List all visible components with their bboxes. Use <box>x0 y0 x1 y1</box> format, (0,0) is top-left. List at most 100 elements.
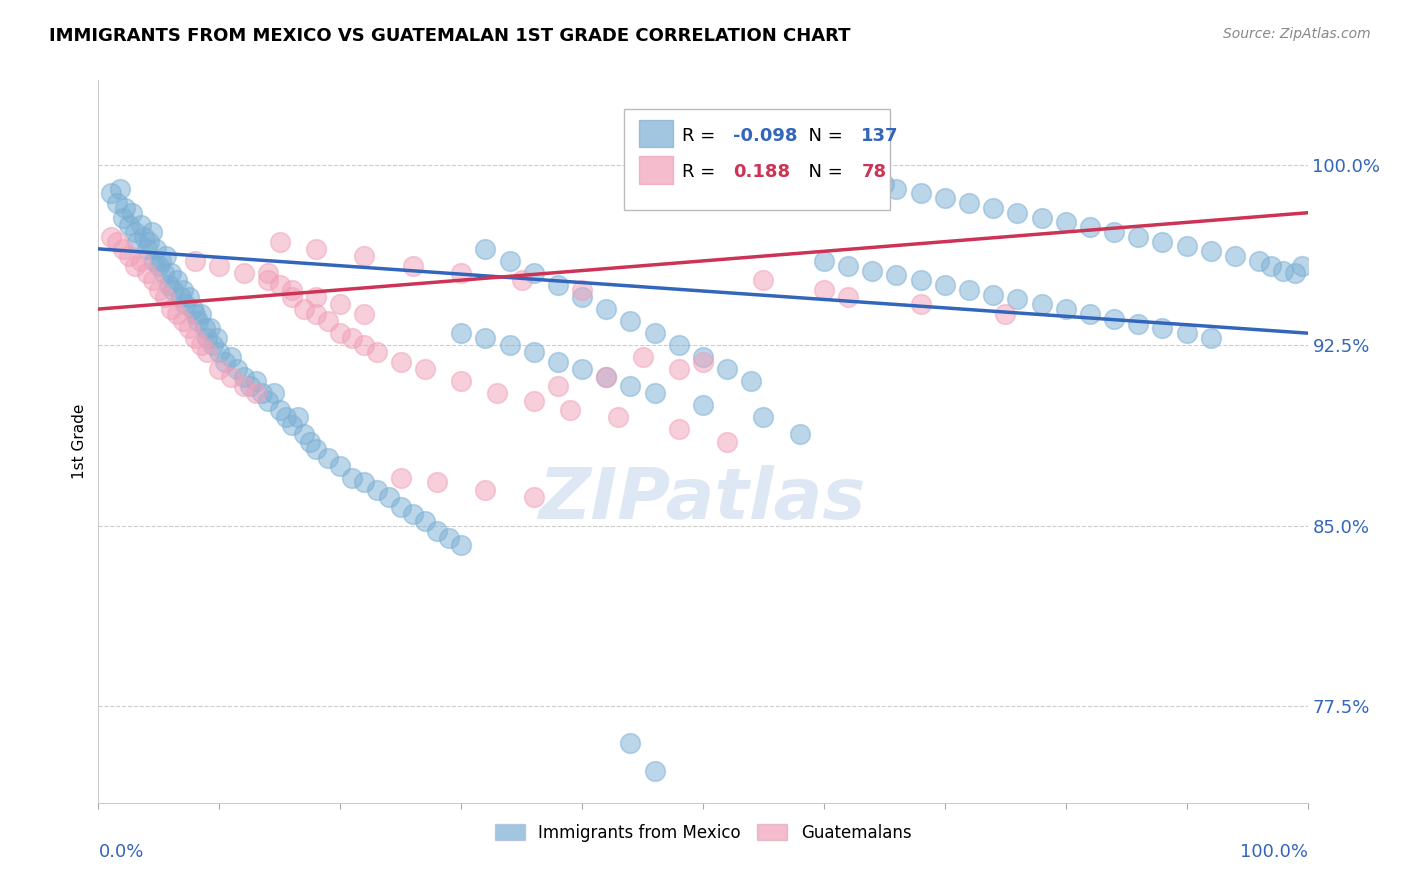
Point <box>389 470 412 484</box>
Point <box>226 362 249 376</box>
Text: N =: N = <box>797 163 849 181</box>
Point <box>353 249 375 263</box>
Point <box>148 259 170 273</box>
Point <box>402 507 425 521</box>
Point <box>1007 293 1029 307</box>
Point <box>108 181 131 195</box>
Point <box>124 225 146 239</box>
Point <box>366 483 388 497</box>
Point <box>281 417 304 432</box>
Point <box>195 345 218 359</box>
Point <box>716 362 738 376</box>
Point <box>263 386 285 401</box>
Point <box>162 283 184 297</box>
Point <box>342 331 364 345</box>
Point <box>886 268 908 283</box>
Point <box>450 538 472 552</box>
Point <box>129 254 152 268</box>
Point <box>1102 225 1125 239</box>
Point <box>232 266 254 280</box>
Point <box>316 451 339 466</box>
Point <box>1007 205 1029 219</box>
Point <box>523 266 546 280</box>
Text: 137: 137 <box>862 128 898 145</box>
Point <box>134 229 156 244</box>
Point <box>437 531 460 545</box>
FancyBboxPatch shape <box>638 120 673 147</box>
Point <box>1223 249 1246 263</box>
Point <box>510 273 533 287</box>
Point <box>208 345 231 359</box>
Point <box>221 369 243 384</box>
Point <box>256 393 278 408</box>
Point <box>547 355 569 369</box>
Point <box>105 235 128 249</box>
Point <box>256 273 278 287</box>
Point <box>145 242 167 256</box>
Point <box>179 290 201 304</box>
Point <box>813 254 835 268</box>
Point <box>1199 331 1222 345</box>
Point <box>202 338 225 352</box>
Point <box>135 242 157 256</box>
Point <box>558 403 581 417</box>
Point <box>124 259 146 273</box>
Point <box>169 290 191 304</box>
Point <box>413 362 436 376</box>
Point <box>450 374 472 388</box>
Point <box>135 266 157 280</box>
Point <box>143 254 166 268</box>
Text: R =: R = <box>682 163 721 181</box>
Point <box>474 483 496 497</box>
Point <box>299 434 322 449</box>
Point <box>389 500 412 514</box>
Point <box>813 162 835 177</box>
Point <box>957 196 980 211</box>
Point <box>305 290 328 304</box>
Point <box>281 290 304 304</box>
Point <box>837 259 859 273</box>
Point <box>571 290 593 304</box>
Point <box>329 326 352 340</box>
Point <box>981 287 1004 301</box>
Point <box>837 167 859 181</box>
Point <box>571 362 593 376</box>
Point <box>256 266 278 280</box>
Point <box>813 283 835 297</box>
Point <box>547 379 569 393</box>
Point <box>981 201 1004 215</box>
Point <box>121 205 143 219</box>
Point <box>155 249 177 263</box>
Point <box>269 277 291 292</box>
Point <box>595 302 617 317</box>
Point <box>160 266 183 280</box>
Text: R =: R = <box>682 128 721 145</box>
Point <box>886 181 908 195</box>
Point <box>607 410 630 425</box>
Point <box>523 490 546 504</box>
Point <box>166 273 188 287</box>
Y-axis label: 1st Grade: 1st Grade <box>72 404 87 479</box>
Point <box>152 266 174 280</box>
FancyBboxPatch shape <box>638 156 673 184</box>
Point <box>208 259 231 273</box>
Legend: Immigrants from Mexico, Guatemalans: Immigrants from Mexico, Guatemalans <box>488 817 918 848</box>
FancyBboxPatch shape <box>624 109 890 211</box>
Point <box>184 254 207 268</box>
Point <box>118 218 141 232</box>
Point <box>269 235 291 249</box>
Point <box>1128 317 1150 331</box>
Point <box>190 338 212 352</box>
Point <box>692 350 714 364</box>
Point <box>194 321 217 335</box>
Point <box>860 263 883 277</box>
Point <box>619 379 641 393</box>
Point <box>100 229 122 244</box>
Point <box>190 307 212 321</box>
Point <box>595 369 617 384</box>
Point <box>305 442 328 456</box>
Point <box>740 374 762 388</box>
Point <box>111 242 134 256</box>
Point <box>141 225 163 239</box>
Point <box>426 524 449 538</box>
